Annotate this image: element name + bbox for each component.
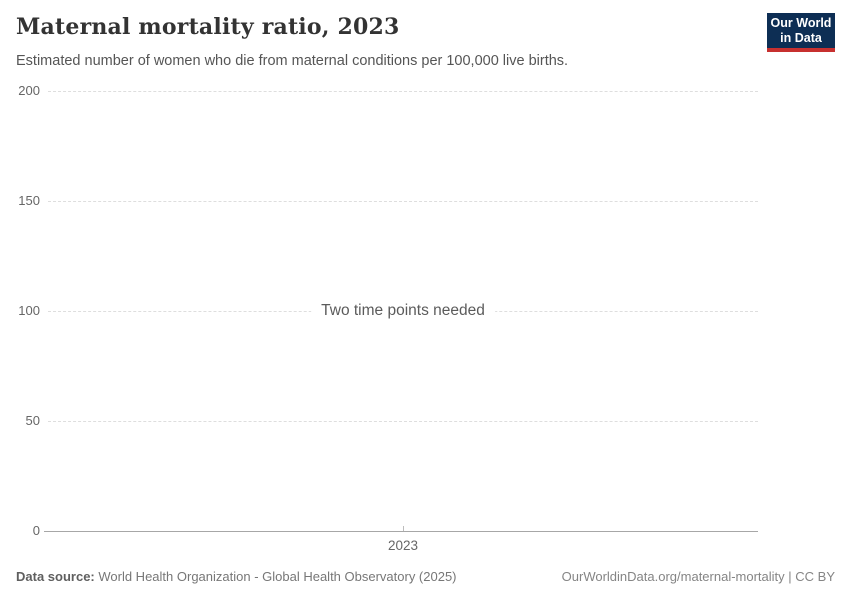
chart-title: Maternal mortality ratio, 2023 bbox=[16, 14, 400, 40]
x-axis-tick-mark bbox=[403, 526, 404, 531]
data-source-note: Data source: World Health Organization -… bbox=[16, 569, 457, 584]
y-axis-tick-label: 150 bbox=[18, 193, 40, 208]
owid-logo: Our World in Data bbox=[767, 13, 835, 52]
y-axis-tick-label: 0 bbox=[32, 523, 40, 538]
x-axis-tick-label: 2023 bbox=[387, 538, 419, 553]
y-gridline bbox=[48, 201, 758, 202]
empty-data-message: Two time points needed bbox=[311, 300, 495, 322]
y-gridline bbox=[48, 91, 758, 92]
x-axis-line bbox=[44, 531, 758, 532]
y-gridline bbox=[48, 421, 758, 422]
y-axis-tick-label: 100 bbox=[18, 303, 40, 318]
owid-logo-line1: Our World bbox=[770, 15, 832, 30]
owid-url-license[interactable]: OurWorldinData.org/maternal-mortality | … bbox=[561, 569, 835, 584]
y-axis-tick-label: 50 bbox=[25, 413, 40, 428]
data-source-label: Data source: bbox=[16, 569, 95, 584]
data-source-text: World Health Organization - Global Healt… bbox=[94, 569, 457, 584]
chart-subtitle: Estimated number of women who die from m… bbox=[16, 53, 569, 69]
y-axis-tick-label: 200 bbox=[18, 83, 40, 98]
owid-logo-line2: in Data bbox=[780, 30, 822, 45]
